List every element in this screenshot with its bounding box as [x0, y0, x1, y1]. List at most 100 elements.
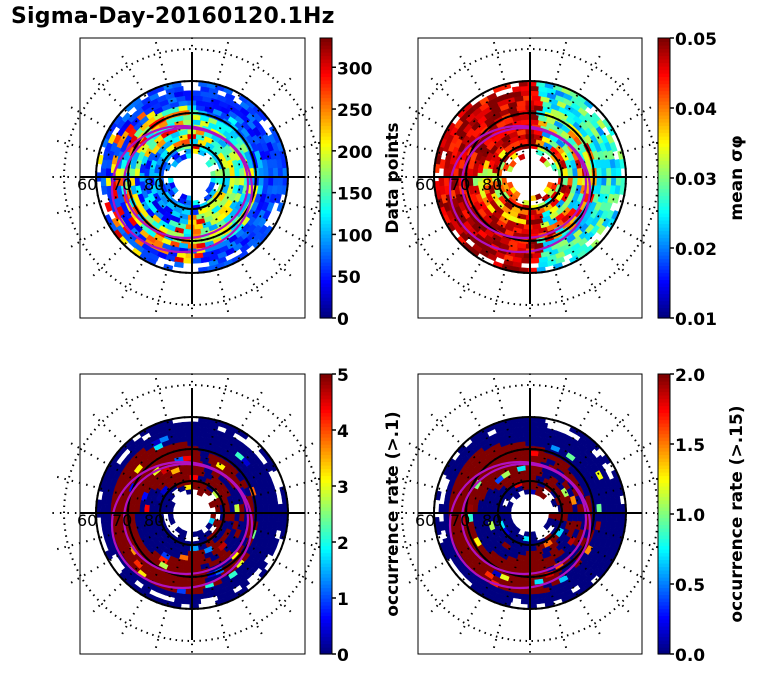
heatmap-cell	[529, 450, 540, 457]
heatmap-cell	[438, 503, 445, 514]
colorbar-stripe	[320, 265, 332, 270]
colorbar-stripe	[658, 636, 670, 641]
heatmap-cell	[191, 426, 202, 433]
colorbar: 0 50 100 150 200 250 300 Data points	[319, 37, 403, 330]
colorbar-stripe	[320, 601, 332, 606]
colorbar-stripe	[320, 213, 332, 218]
polar-panel-top-right: 60 70 80 0.01 0.02 0.03 0.04 0.05 mean σφ	[389, 30, 747, 330]
colorbar-stripe	[658, 521, 670, 526]
heatmap-cell	[100, 512, 107, 523]
colorbar-stripe	[320, 395, 332, 400]
colorbar-stripe	[658, 377, 670, 382]
colorbar-stripe	[658, 573, 670, 578]
colorbar-stripe	[658, 419, 670, 424]
colorbar-stripe	[320, 461, 332, 466]
colorbar-stripe	[320, 381, 332, 386]
colorbar-stripe	[658, 48, 670, 53]
heatmap-cell	[520, 257, 531, 264]
colorbar-stripe	[320, 388, 332, 393]
heatmap-cell	[182, 257, 193, 264]
heatmap-cell	[104, 201, 113, 213]
colorbar-stripe	[320, 73, 332, 78]
colorbar-stripe	[320, 493, 332, 498]
colorbar-stripe	[320, 136, 332, 141]
colorbar-stripe	[658, 97, 670, 102]
colorbar-stripe	[320, 97, 332, 102]
colorbar-stripe	[658, 108, 670, 113]
heatmap-cell	[596, 176, 603, 187]
colorbar-stripe	[658, 237, 670, 242]
colorbar-stripe	[320, 297, 332, 302]
heatmap-cell	[601, 167, 608, 178]
colorbar-stripe	[320, 87, 332, 92]
colorbar-stripe	[320, 605, 332, 610]
heatmap-cell	[529, 228, 540, 235]
colorbar-stripe	[658, 265, 670, 270]
colorbar-stripe	[658, 430, 670, 435]
colorbar-stripe	[320, 206, 332, 211]
colorbar-stripe	[658, 633, 670, 638]
heatmap-cell	[520, 85, 531, 92]
heatmap-cell	[182, 90, 193, 97]
heatmap-cell	[543, 522, 552, 531]
colorbar-stripe	[658, 461, 670, 466]
colorbar-stripe	[320, 615, 332, 620]
heatmap-cell	[520, 598, 531, 605]
colorbar-stripe	[320, 223, 332, 228]
heatmap-cell	[472, 176, 479, 187]
colorbar-stripe	[320, 248, 332, 253]
heatmap-cell	[443, 503, 450, 514]
heatmap-cell	[529, 598, 540, 605]
colorbar-stripe	[658, 258, 670, 263]
colorbar-stripe	[320, 216, 332, 221]
colorbar-stripe	[658, 181, 670, 186]
heatmap-cell	[609, 141, 618, 153]
colorbar-stripe	[320, 451, 332, 456]
colorbar-stripe	[320, 111, 332, 116]
colorbar-tick-label: 1.0	[675, 506, 705, 526]
radial-tick-label: 60	[415, 511, 435, 530]
colorbar-stripe	[320, 220, 332, 225]
colorbar-stripe	[320, 171, 332, 176]
colorbar-stripe	[658, 486, 670, 491]
colorbar-stripe	[658, 307, 670, 312]
colorbar-stripe	[320, 426, 332, 431]
colorbar-stripe	[658, 55, 670, 60]
heatmap-cell	[134, 512, 141, 523]
colorbar-stripe	[658, 433, 670, 438]
heatmap-cell	[517, 153, 526, 161]
colorbar-stripe	[320, 181, 332, 186]
colorbar-stripe	[658, 290, 670, 295]
colorbar-stripe	[658, 472, 670, 477]
colorbar-stripe	[320, 90, 332, 95]
colorbar-stripe	[320, 307, 332, 312]
colorbar-stripe	[658, 195, 670, 200]
colorbar-stripe	[658, 87, 670, 92]
colorbar-stripe	[658, 650, 670, 655]
colorbar-stripe	[658, 517, 670, 522]
heatmap-cell	[173, 421, 184, 429]
colorbar-stripe	[320, 150, 332, 155]
colorbar-stripe	[320, 258, 332, 263]
colorbar-stripe	[320, 276, 332, 281]
colorbar-stripe	[658, 188, 670, 193]
heatmap-cell	[191, 455, 202, 462]
colorbar-stripe	[320, 101, 332, 106]
colorbar-label: mean σφ	[727, 135, 747, 220]
heatmap-cell	[529, 426, 540, 433]
heatmap-cells	[433, 416, 627, 610]
heatmap-cell	[121, 112, 132, 123]
colorbar-stripe	[320, 237, 332, 242]
colorbar-stripe	[658, 416, 670, 421]
colorbar-stripe	[320, 202, 332, 207]
colorbar-tick-label: 0.01	[675, 310, 717, 330]
colorbar-stripe	[320, 598, 332, 603]
colorbar-stripe	[658, 412, 670, 417]
colorbar-stripe	[658, 146, 670, 151]
colorbar-stripe	[320, 640, 332, 645]
colorbar-stripe	[320, 115, 332, 120]
colorbar-stripe	[658, 209, 670, 214]
colorbar-stripe	[320, 447, 332, 452]
colorbar-stripe	[658, 248, 670, 253]
colorbar-stripe	[320, 164, 332, 169]
